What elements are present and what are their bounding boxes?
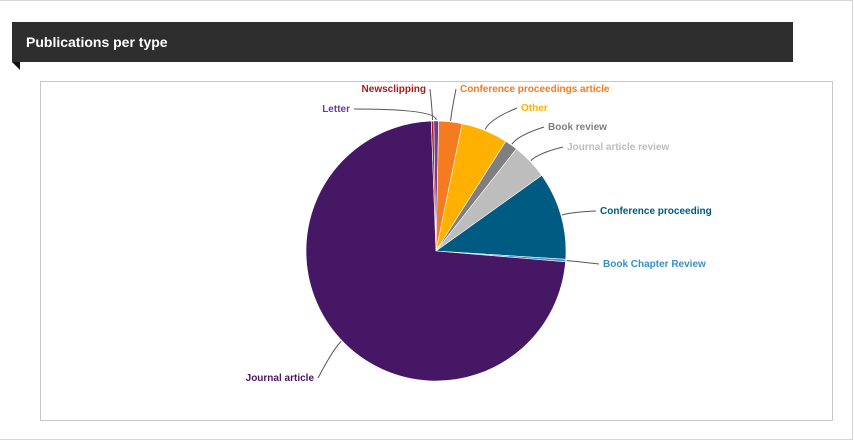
pie-slices xyxy=(305,120,567,382)
panel-header-fold xyxy=(12,62,20,70)
pie-label-book-chapter-review: Book Chapter Review xyxy=(603,259,706,270)
pie-label-journal-article-review: Journal article review xyxy=(567,142,669,153)
pie-connector-other xyxy=(484,107,518,130)
pie-label-other: Other xyxy=(521,103,548,114)
pie-label-conference-proceeding: Conference proceeding xyxy=(600,206,712,217)
pie-connector-conference-proceedings-article xyxy=(450,88,457,121)
pie-slice-conference-proceeding[interactable] xyxy=(435,174,567,260)
panel-title: Publications per type xyxy=(26,34,168,50)
pie-labels: Letter Conference proceedings article Othe… xyxy=(246,84,712,384)
pie-slice-journal-article[interactable] xyxy=(305,120,566,382)
pie-connector-conference-proceeding xyxy=(561,210,597,216)
pie-connector-newsclipping xyxy=(429,88,433,121)
pie-connector-book-review xyxy=(511,126,545,145)
pie-slice-newsclipping[interactable] xyxy=(430,120,437,252)
pie-connector-book-chapter-review xyxy=(566,260,600,265)
pie-label-newsclipping: Newsclipping xyxy=(362,84,426,95)
pie-label-conference-proceedings-article: Conference proceedings article xyxy=(460,84,610,95)
pie-connector-letter xyxy=(353,108,437,121)
pie-connector-journal-article-review xyxy=(530,146,564,161)
pie-label-book-review: Book review xyxy=(548,122,607,133)
pie-label-journal-article: Journal article xyxy=(246,373,315,384)
panel-header xyxy=(12,22,793,62)
pie-connector-journal-article xyxy=(317,341,342,379)
pie-label-letter: Letter xyxy=(322,104,350,115)
